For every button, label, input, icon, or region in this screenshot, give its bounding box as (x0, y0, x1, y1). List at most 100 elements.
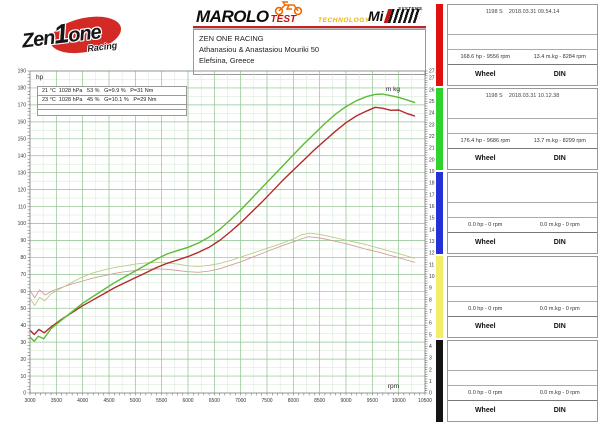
y-left-tick-label: 100 (18, 221, 27, 227)
run-color-bar (436, 88, 443, 170)
din-label[interactable]: DIN (553, 155, 566, 162)
x-tick-label: 10500 (418, 398, 432, 404)
run-title (448, 257, 597, 287)
run-hp-stat: 176.4 hp - 9686 rpm (460, 138, 511, 144)
run-hp-stat: 0.0 hp - 0 rpm (468, 222, 503, 228)
run-slot-4[interactable]: 0.0 hp - 0 rpm 0.0 m.kg - 0 rpm Wheel DI… (436, 256, 598, 338)
customer-location: Elefsina, Greece (199, 56, 255, 65)
y-right-tick-label: 12 (429, 251, 435, 257)
run-title (448, 341, 597, 371)
x-tick-label: 4000 (77, 398, 88, 404)
brand-title: MAROLO (196, 7, 269, 26)
y-left-tick-label: 0 (23, 391, 26, 397)
x-tick-label: 7500 (261, 398, 272, 404)
run-box: 0.0 hp - 0 rpm 0.0 m.kg - 0 rpm Wheel DI… (447, 172, 598, 254)
y-right-tick-label: 24 (429, 111, 435, 117)
wheel-label[interactable]: Wheel (474, 155, 496, 162)
conditions-row-2: 23 °C 1028 hPa 45 % G=10.1 % P=29 Nm (38, 96, 186, 105)
wheel-label[interactable]: Wheel (474, 71, 496, 78)
run-graph-area (448, 35, 597, 50)
run-stats: 0.0 hp - 0 rpm 0.0 m.kg - 0 rpm (448, 218, 597, 233)
run-graph-area (448, 287, 597, 302)
din-label[interactable]: DIN (553, 407, 566, 414)
run-footer: Wheel DIN (448, 401, 597, 420)
run-stats: 0.0 hp - 0 rpm 0.0 m.kg - 0 rpm (448, 302, 597, 317)
run-footer: Wheel DIN (448, 65, 597, 84)
run-title (448, 173, 597, 203)
y-right-tick-label: 27 (429, 76, 435, 82)
run-box: 0.0 hp - 0 rpm 0.0 m.kg - 0 rpm Wheel DI… (447, 256, 598, 338)
dyno-chart: 3000 3500 4000 4500 5000 5500 6000 6500 7000 7500… (18, 69, 439, 404)
x-tick-label: 6500 (209, 398, 220, 404)
y-right-tick-label: 22 (429, 134, 435, 140)
run-color-bar (436, 4, 443, 86)
y-right-tick-label: 17 (429, 192, 435, 198)
y-right-tick-label: 16 (429, 204, 435, 210)
y-left-tick-label: 10 (20, 374, 26, 380)
y-left-tick-label: 30 (20, 340, 26, 346)
y-right-tick-label: 18 (429, 181, 435, 187)
customer-info-box: ZEN ONE RACING Athanasiou & Anastasiou M… (193, 29, 426, 75)
y-right-tick-label: 2 (429, 367, 432, 373)
run-title: 1198 S 2018.03.31 10.12.38 (448, 89, 597, 119)
y-left-tick-label: 150 (18, 136, 27, 142)
run-hp-stat: 168.6 hp - 9556 rpm (460, 54, 511, 60)
run-graph-area (448, 371, 597, 386)
run-torque-stat: 13.4 m.kg - 8284 rpm (533, 54, 586, 60)
mi-stripes (387, 9, 423, 23)
y-left-tick-label: 60 (20, 289, 26, 295)
y-right-tick-label: 8 (429, 297, 432, 303)
din-label[interactable]: DIN (553, 239, 566, 246)
x-tick-label: 3000 (24, 398, 35, 404)
run-slot-5[interactable]: 0.0 hp - 0 rpm 0.0 m.kg - 0 rpm Wheel DI… (436, 340, 598, 422)
y-left-tick-label: 190 (18, 69, 27, 75)
din-label[interactable]: DIN (553, 71, 566, 78)
brand-red-rule (193, 26, 426, 28)
y-left-tick-label: 50 (20, 306, 26, 312)
y-right-tick-label: 27.6 (429, 69, 439, 75)
y-left-tick-label: 130 (18, 170, 27, 176)
run-color-bar (436, 340, 443, 422)
run-color-bar (436, 256, 443, 338)
y-right-tick-label: 3 (429, 356, 432, 362)
y-left-tick-label: 120 (18, 187, 27, 193)
zenone-racing-logo: Zen1one Racing (17, 2, 153, 73)
y-left-axis-title: hp (36, 74, 44, 81)
mi-systems-label: SYSTEMS (398, 6, 423, 11)
test-conditions-table: 21 °C 1028 hPa 53 % G=9.9 % P=31 Nm 23 °… (37, 86, 187, 116)
y-right-tick-label: 14 (429, 227, 435, 233)
run-stats: 176.4 hp - 9686 rpm 13.7 m.kg - 8299 rpm (448, 134, 597, 149)
torque-curve-run2 (29, 232, 415, 306)
technology-label: TECHNOLOGY (318, 17, 370, 24)
run-footer: Wheel DIN (448, 317, 597, 336)
wheel-label[interactable]: Wheel (474, 323, 496, 330)
y-right-axis-title: m kg (386, 86, 400, 93)
run-slot-3[interactable]: 0.0 hp - 0 rpm 0.0 m.kg - 0 rpm Wheel DI… (436, 172, 598, 254)
y-left-tick-label: 110 (18, 204, 26, 210)
wheel-label[interactable]: Wheel (474, 239, 496, 246)
torque-curve-run1 (29, 236, 415, 299)
din-label[interactable]: DIN (553, 323, 566, 330)
conditions-row-1: 21 °C 1028 hPa 53 % G=9.9 % P=31 Nm (38, 87, 186, 96)
run-torque-stat: 0.0 m.kg - 0 rpm (539, 306, 580, 312)
run-hp-stat: 0.0 hp - 0 rpm (468, 390, 503, 396)
run-slot-1[interactable]: 1198 S 2018.03.31 09.54.14 168.6 hp - 95… (436, 4, 598, 86)
mi-systems-logo: Mi SYSTEMS (368, 6, 428, 26)
run-graph-area (448, 119, 597, 134)
y-left-tick-label: 140 (18, 153, 27, 159)
run-footer: Wheel DIN (448, 149, 597, 168)
x-tick-label: 7000 (235, 398, 246, 404)
run-box: 1198 S 2018.03.31 09.54.14 168.6 hp - 95… (447, 4, 598, 86)
y-right-tick-label: 6 (429, 321, 432, 327)
x-tick-label: 8000 (288, 398, 299, 404)
run-hp-stat: 0.0 hp - 0 rpm (468, 306, 503, 312)
y-right-tick-label: 7 (429, 309, 432, 315)
run-slot-2[interactable]: 1198 S 2018.03.31 10.12.38 176.4 hp - 96… (436, 88, 598, 170)
y-right-tick-label: 23 (429, 122, 435, 128)
wheel-label[interactable]: Wheel (474, 407, 496, 414)
y-right-tick-label: 1 (429, 379, 432, 385)
y-left-tick-label: 170 (18, 103, 27, 109)
y-right-tick-label: 9 (429, 286, 432, 292)
run-footer: Wheel DIN (448, 233, 597, 252)
y-left-tick-label: 70 (20, 272, 26, 278)
